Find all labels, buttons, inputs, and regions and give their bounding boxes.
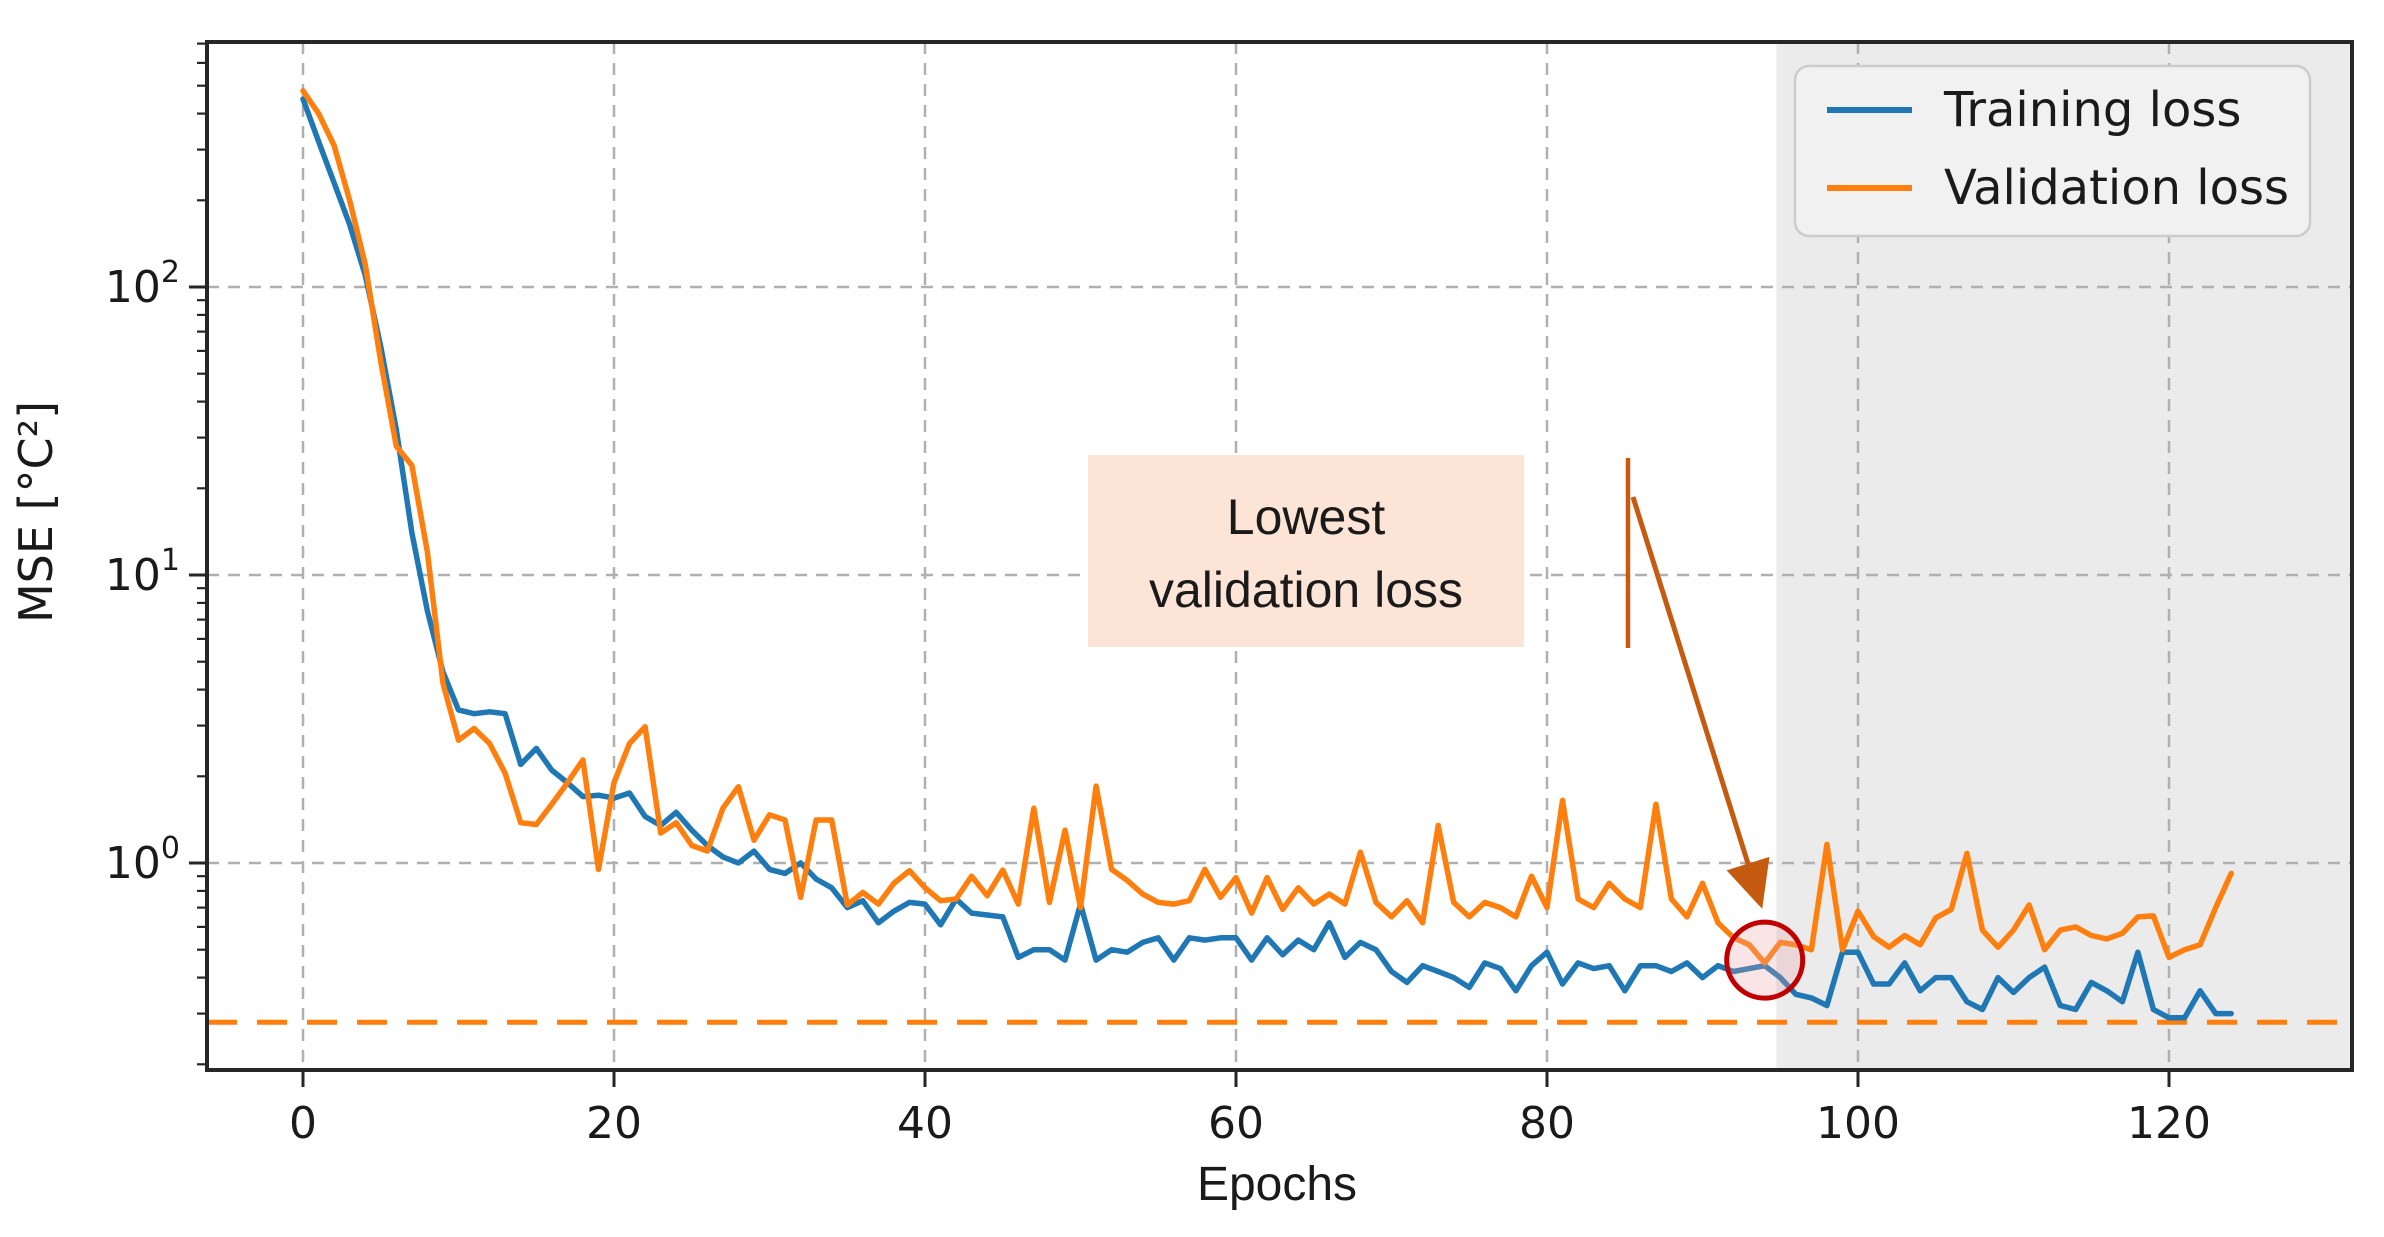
annotation-text-line1: Lowest (1227, 489, 1386, 545)
validation-loss-legend-label: Validation loss (1944, 160, 2289, 216)
x-tick-label: 40 (897, 1098, 953, 1149)
validation-loss-line (300, 88, 2234, 966)
legend-box (1793, 64, 2312, 238)
lowest-point-circle (1724, 919, 1806, 1001)
x-tick-label: 20 (586, 1098, 642, 1149)
x-tick-label: 80 (1519, 1098, 1575, 1149)
x-tick-label: 0 (289, 1098, 317, 1149)
x-tick-label: 100 (1816, 1098, 1900, 1149)
training-loss-line (300, 96, 2234, 1021)
axes-layer: 0 20 40 60 80 100 120 100 101 102 (105, 40, 2354, 1149)
annotation-arrow (1630, 496, 1770, 909)
plot-border (205, 40, 2354, 1072)
y-tick-label: 100 (105, 831, 180, 889)
training-loss-legend-label: Training loss (1943, 82, 2241, 138)
y-axis-label: MSE [°C²] (9, 401, 63, 623)
annotation-box (1088, 455, 1524, 647)
x-tick-label: 120 (2127, 1098, 2211, 1149)
x-axis-label: Epochs (1197, 1158, 1357, 1211)
legend: Training loss Validation loss (1793, 64, 2312, 238)
y-tick-label: 102 (105, 255, 180, 313)
y-tick-label: 101 (105, 543, 180, 601)
annotation-text-line2: validation loss (1149, 562, 1463, 618)
x-tick-label: 60 (1208, 1098, 1264, 1149)
series-layer (300, 88, 2234, 1021)
